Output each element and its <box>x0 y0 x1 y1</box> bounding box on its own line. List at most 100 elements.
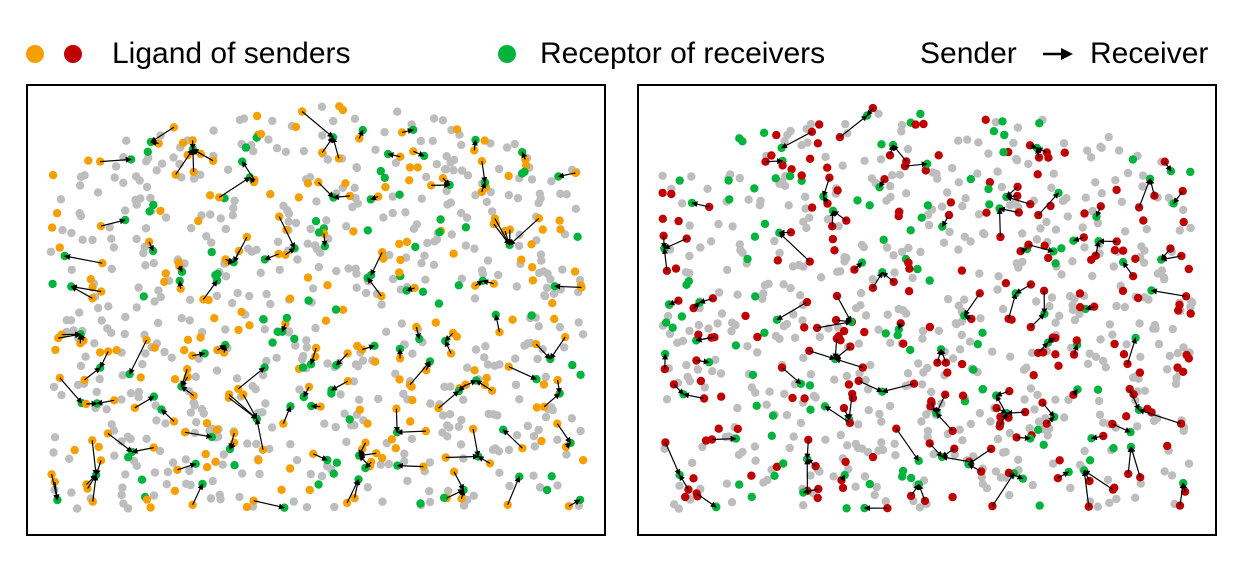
ligand-cell-point <box>266 190 275 199</box>
grey-cell-point <box>560 343 569 352</box>
sender-receiver-arrow <box>364 461 372 469</box>
sender-receiver-arrow <box>968 448 992 465</box>
receptor-cell-point <box>966 174 975 184</box>
grey-cell-point <box>1018 229 1027 238</box>
ligand-cell-point <box>904 287 914 296</box>
grey-cell-point <box>46 247 56 256</box>
grey-cell-point <box>457 140 466 150</box>
sender-receiver-arrow <box>1095 206 1102 218</box>
grey-cell-point <box>318 131 327 140</box>
grey-cell-point <box>976 314 985 323</box>
right-scatter-plot <box>658 103 1197 513</box>
ligand-cell-point <box>838 483 848 493</box>
grey-cell-point <box>251 385 260 394</box>
grey-cell-point <box>537 256 546 265</box>
receptor-cell-point <box>327 389 336 398</box>
grey-cell-point <box>342 437 351 447</box>
ligand-cell-point <box>1099 431 1108 441</box>
grey-cell-point <box>459 395 468 404</box>
ligand-cell-point <box>180 346 189 355</box>
grey-cell-point <box>523 339 532 348</box>
ligand-cell-point <box>957 359 967 369</box>
grey-cell-point <box>886 338 895 347</box>
grey-cell-point <box>993 434 1003 444</box>
sender-receiver-arrow <box>935 394 946 414</box>
ligand-cell-point <box>828 234 838 244</box>
sender-receiver-arrow <box>1057 471 1070 479</box>
sender-receiver-arrow <box>829 210 836 227</box>
ligand-cell-point <box>975 289 984 298</box>
grey-cell-point <box>81 352 90 361</box>
sender-receiver-arrow <box>370 194 379 201</box>
grey-cell-point <box>311 323 320 333</box>
grey-cell-point <box>348 202 357 212</box>
grey-cell-point <box>457 415 466 425</box>
sender-receiver-arrow <box>161 409 175 422</box>
sender-receiver-arrow <box>264 253 279 261</box>
grey-cell-point <box>197 405 207 414</box>
ligand-cell-point <box>911 120 920 129</box>
grey-cell-point <box>1051 395 1060 404</box>
grey-cell-point <box>1167 471 1177 480</box>
receptor-cell-point <box>735 480 744 489</box>
grey-cell-point <box>350 183 359 192</box>
sender-receiver-arrow <box>507 476 521 506</box>
grey-cell-point <box>302 503 312 512</box>
ligand-cell-point <box>661 438 670 447</box>
ligand-cell-point <box>1118 286 1128 296</box>
sender-receiver-arrow <box>693 302 701 309</box>
ligand-cell-point <box>674 216 683 226</box>
grey-cell-point <box>886 181 895 191</box>
grey-cell-point <box>811 393 820 402</box>
sender-receiver-arrow <box>453 471 465 491</box>
grey-cell-point <box>801 204 810 213</box>
grey-cell-point <box>1104 132 1113 142</box>
grey-cell-point <box>974 210 984 219</box>
grey-cell-point <box>463 171 473 180</box>
sender-receiver-arrow <box>839 115 868 138</box>
ligand-cell-point <box>527 240 536 249</box>
receptor-cell-point <box>48 279 57 289</box>
ligand-cell-point <box>504 171 513 181</box>
grey-cell-point <box>284 217 293 226</box>
receptor-cell-point <box>1057 244 1066 253</box>
sender-receiver-arrow <box>184 431 213 439</box>
grey-cell-point <box>1164 193 1174 203</box>
grey-cell-point <box>838 161 847 170</box>
receptor-cell-point <box>402 286 411 295</box>
grey-cell-point <box>67 265 76 275</box>
receptor-cell-point <box>999 148 1008 157</box>
grey-cell-point <box>185 316 194 325</box>
grey-cell-point <box>1123 168 1133 178</box>
grey-cell-point <box>422 172 431 182</box>
ligand-cell-point <box>136 373 145 382</box>
grey-cell-point <box>317 472 327 481</box>
grey-cell-point <box>857 240 867 250</box>
grey-cell-point <box>875 409 884 419</box>
sender-receiver-arrow <box>1083 469 1114 491</box>
receptor-cell-point <box>380 173 389 182</box>
ligand-cell-point <box>237 307 246 317</box>
grey-cell-point <box>723 265 732 275</box>
grey-cell-point <box>1049 169 1058 178</box>
ligand-cell-point <box>363 419 372 428</box>
grey-cell-point <box>302 343 311 352</box>
receptor-cell-point <box>877 140 886 149</box>
grey-cell-point <box>168 458 178 467</box>
grey-cell-point <box>779 280 788 289</box>
sender-receiver-arrow <box>474 280 484 287</box>
grey-cell-point <box>122 136 131 145</box>
sender-receiver-arrow <box>241 161 255 181</box>
sender-receiver-arrow <box>100 156 132 163</box>
ligand-cell-point <box>291 122 301 132</box>
grey-cell-point <box>1020 395 1029 404</box>
grey-cell-point <box>541 372 550 382</box>
sender-receiver-arrow <box>96 399 115 406</box>
grey-cell-point <box>494 270 503 280</box>
grey-cell-point <box>821 152 830 162</box>
grey-cell-point <box>675 481 684 490</box>
sender-receiver-arrow <box>282 405 292 424</box>
grey-cell-point <box>916 247 925 257</box>
ligand-cell-point <box>1091 251 1100 260</box>
grey-cell-point <box>843 441 852 450</box>
